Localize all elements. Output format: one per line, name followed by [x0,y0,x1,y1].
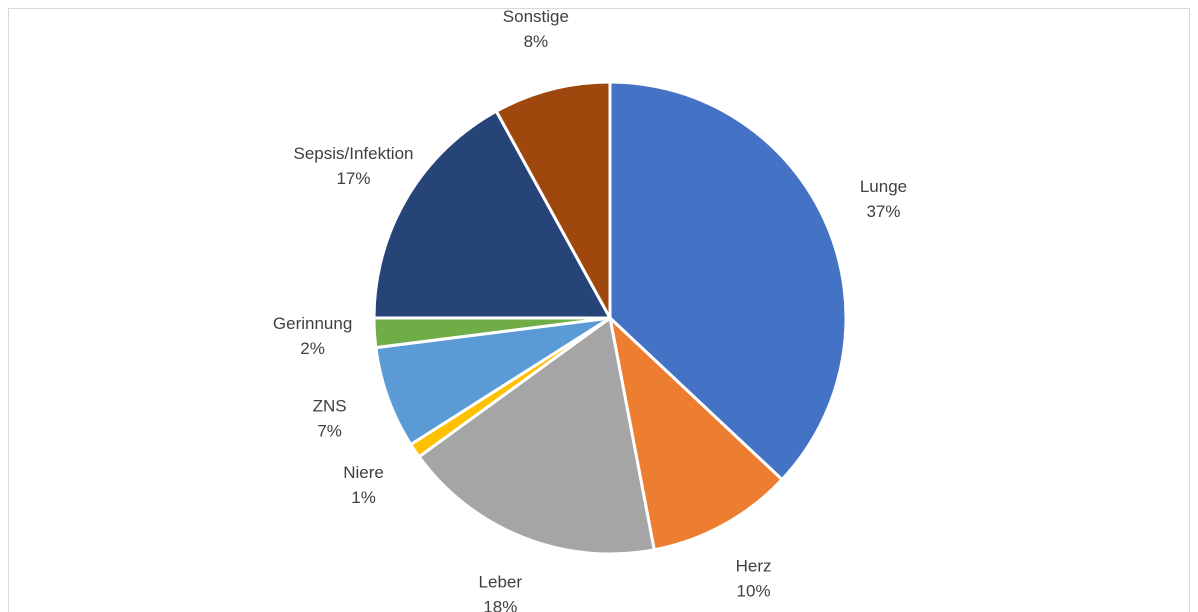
slice-label: ZNS [313,396,347,415]
pie-slice [372,109,613,320]
slice-label: Lunge [860,177,907,196]
slice-value-label: 18% [483,598,517,612]
slice-label: Gerinnung [273,314,352,333]
slice-value-label: 10% [737,582,771,601]
pie-slice [494,80,612,319]
slice-label: Niere [343,463,384,482]
pie-slice [608,80,848,482]
slice-label: Herz [736,557,772,576]
slice-value-label: 1% [351,488,376,507]
pie-slice [416,315,656,556]
slice-value-label: 8% [524,32,549,51]
slice-label: Sepsis/Infektion [293,144,413,163]
slice-value-label: 7% [317,421,342,440]
slice-value-label: 17% [336,169,370,188]
pie-slice [607,313,785,552]
slice-label: Leber [479,573,523,592]
slice-value-label: 2% [300,339,325,358]
slice-value-label: 37% [866,202,900,221]
pie-slice [374,316,611,447]
slice-label: Sonstige [503,7,569,26]
